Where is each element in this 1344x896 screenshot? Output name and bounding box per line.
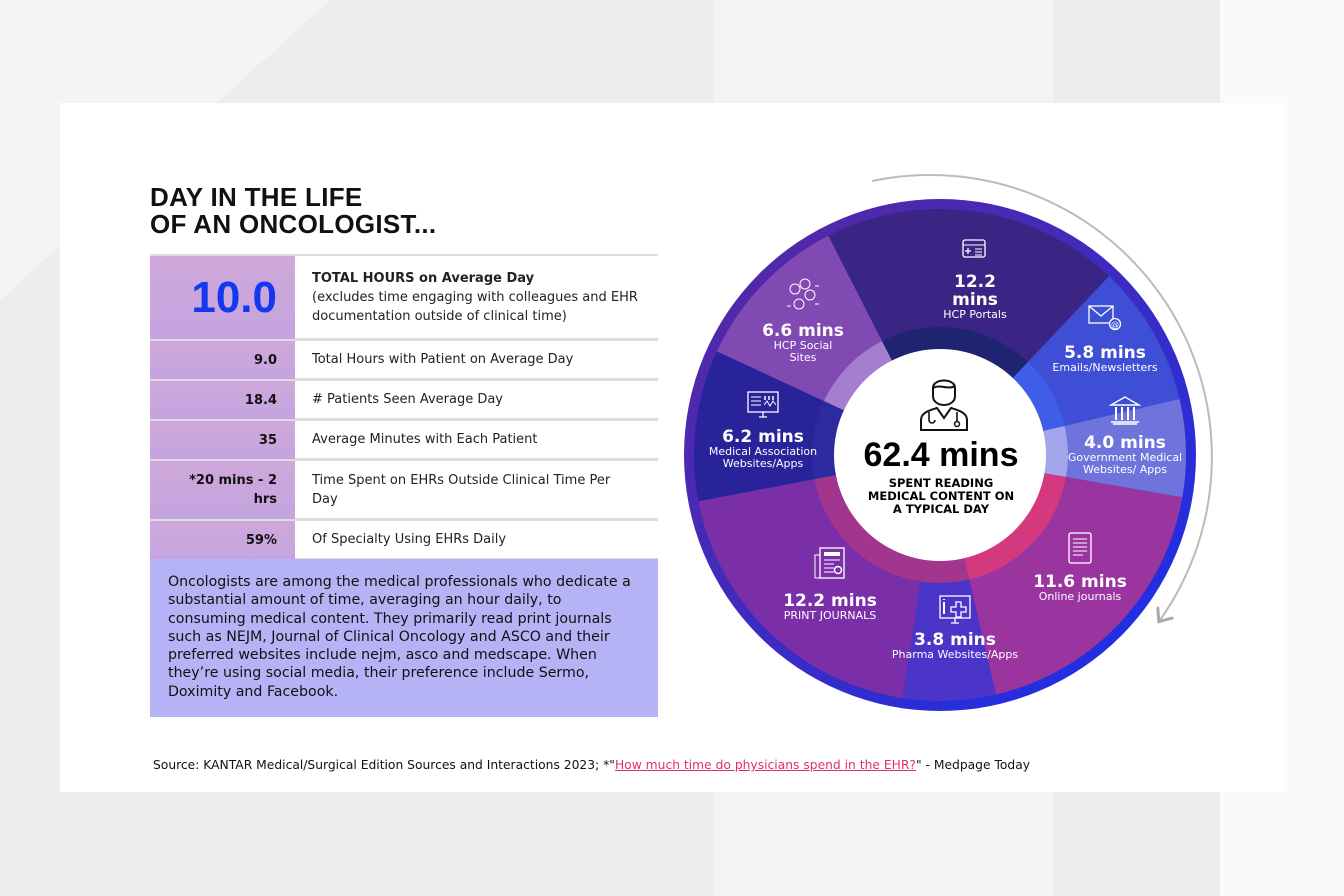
source-note: Source: KANTAR Medical/Surgical Edition … bbox=[153, 758, 1030, 772]
table-row: *20 mins - 2 hrs Time Spent on EHRs Outsi… bbox=[150, 459, 658, 519]
title-line-2: OF AN ONCOLOGIST... bbox=[150, 209, 437, 239]
slice-value: 6.6 mins bbox=[762, 321, 844, 341]
stat-label: Of Specialty Using EHRs Daily bbox=[295, 521, 658, 559]
direction-arrow bbox=[871, 174, 1213, 620]
pie-slice-emails-newsletters bbox=[1027, 276, 1180, 426]
slice-label-hcp-social: 6.6 mins HCP Social Sites bbox=[758, 322, 848, 364]
total-hours-value: 10.0 bbox=[191, 272, 277, 322]
stat-label: TOTAL HOURS on Average Day (excludes time… bbox=[295, 256, 658, 339]
slice-value: 6.2 mins bbox=[722, 427, 804, 447]
chart-total: 62.4 mins bbox=[863, 436, 1019, 474]
medical-website-icon bbox=[747, 391, 779, 418]
table-row: 18.4 # Patients Seen Average Day bbox=[150, 379, 658, 419]
stat-label-bold: TOTAL HOURS on Average Day bbox=[312, 270, 535, 286]
slice-label-emails: 5.8 mins Emails/Newsletters bbox=[1045, 344, 1165, 374]
portal-icon bbox=[962, 239, 986, 258]
slice-category: Government Medical Websites/ Apps bbox=[1067, 451, 1183, 476]
slice-category: HCP Social Sites bbox=[773, 339, 833, 364]
table-row: 10.0 TOTAL HOURS on Average Day (excludes… bbox=[150, 254, 658, 339]
stat-note: (excludes time engaging with colleagues … bbox=[312, 289, 638, 324]
pie-slice-medical-association-websites-apps bbox=[694, 351, 824, 502]
doctor-icon bbox=[920, 379, 968, 431]
print-journal-icon bbox=[814, 547, 845, 579]
slice-label-hcp-portals: 12.2 mins HCP Portals bbox=[943, 273, 1006, 321]
inner-ring-segment bbox=[881, 327, 1028, 380]
source-text: Source: KANTAR Medical/Surgical Edition … bbox=[153, 758, 615, 772]
slice-label-print-journals: 12.2 mins PRINT JOURNALS bbox=[760, 592, 900, 622]
page-title: DAY IN THE LIFE OF AN ONCOLOGIST... bbox=[150, 184, 436, 238]
chart-center-label: 62.4 mins SPENT READING MEDICAL CONTENT … bbox=[841, 436, 1041, 516]
slice-label-government: 4.0 mins Government Medical Websites/ App… bbox=[1065, 434, 1185, 476]
stat-value: *20 mins - 2 hrs bbox=[150, 461, 295, 519]
source-suffix: " - Medpage Today bbox=[915, 758, 1031, 772]
summary-paragraph: Oncologists are among the medical profes… bbox=[150, 559, 658, 717]
inner-ring-segment bbox=[1041, 425, 1068, 478]
pie-slice-hcp-portals bbox=[828, 208, 1109, 362]
table-row: 9.0 Total Hours with Patient on Average D… bbox=[150, 339, 658, 379]
tablet-journal-icon bbox=[1068, 532, 1092, 564]
title-line-1: DAY IN THE LIFE bbox=[150, 182, 363, 212]
stat-label: Total Hours with Patient on Average Day bbox=[295, 341, 658, 379]
slice-value: 3.8 mins bbox=[914, 630, 996, 650]
svg-text:@: @ bbox=[1111, 320, 1119, 329]
slice-category: HCP Portals bbox=[943, 308, 1007, 321]
pie-slice-print-journals bbox=[698, 479, 921, 699]
pharma-monitor-icon bbox=[939, 595, 971, 624]
slice-category: Medical Association Websites/Apps bbox=[708, 445, 818, 470]
slice-label-online-journals: 11.6 mins Online journals bbox=[1015, 573, 1145, 603]
stat-value: 10.0 bbox=[150, 256, 295, 339]
stat-value: 59% bbox=[150, 521, 295, 559]
inner-ring-segment bbox=[812, 401, 846, 480]
inner-ring-segment bbox=[1011, 361, 1065, 432]
stat-value: 9.0 bbox=[150, 341, 295, 379]
slice-value: 12.2 mins bbox=[783, 591, 877, 611]
pie-slice-government-medical-websites-apps bbox=[1064, 399, 1186, 498]
table-row: 59% Of Specialty Using EHRs Daily bbox=[150, 519, 658, 559]
pie-slice-online-journals bbox=[969, 477, 1183, 695]
slice-category: Pharma Websites/Apps bbox=[891, 648, 1019, 661]
stat-label: # Patients Seen Average Day bbox=[295, 381, 658, 419]
inner-ring-segment bbox=[920, 556, 970, 583]
slice-category: Online journals bbox=[1038, 590, 1122, 603]
pie-slice-hcp-social-sites bbox=[716, 235, 882, 402]
stat-value: 35 bbox=[150, 421, 295, 459]
inner-ring-segment bbox=[814, 474, 925, 582]
table-row: 35 Average Minutes with Each Patient bbox=[150, 419, 658, 459]
stat-label: Time Spent on EHRs Outside Clinical Time… bbox=[295, 461, 658, 519]
government-building-icon bbox=[1109, 396, 1141, 425]
inner-ring-segment bbox=[963, 472, 1067, 580]
slice-label-pharma: 3.8 mins Pharma Websites/Apps bbox=[875, 631, 1035, 661]
slice-category: PRINT JOURNALS bbox=[783, 609, 877, 622]
slice-label-medical-association: 6.2 mins Medical Association Websites/App… bbox=[698, 428, 828, 470]
pie-slice-pharma-websites-apps bbox=[902, 579, 996, 701]
slice-value: 11.6 mins bbox=[1033, 572, 1127, 592]
email-icon: @ bbox=[1088, 305, 1122, 331]
chart-subtitle: SPENT READING MEDICAL CONTENT ON A TYPIC… bbox=[867, 476, 1015, 516]
slice-value: 5.8 mins bbox=[1064, 343, 1146, 363]
slice-value: 4.0 mins bbox=[1084, 433, 1166, 453]
stat-label: Average Minutes with Each Patient bbox=[295, 421, 658, 459]
slice-value: 12.2 mins bbox=[952, 272, 998, 310]
inner-ring-segment bbox=[823, 340, 893, 412]
source-link[interactable]: How much time do physicians spend in the… bbox=[614, 758, 916, 772]
center-circle bbox=[834, 349, 1046, 561]
slice-category: Emails/Newsletters bbox=[1052, 361, 1158, 374]
stats-table: 10.0 TOTAL HOURS on Average Day (excludes… bbox=[150, 254, 658, 717]
social-network-icon bbox=[787, 278, 819, 310]
stat-value: 18.4 bbox=[150, 381, 295, 419]
